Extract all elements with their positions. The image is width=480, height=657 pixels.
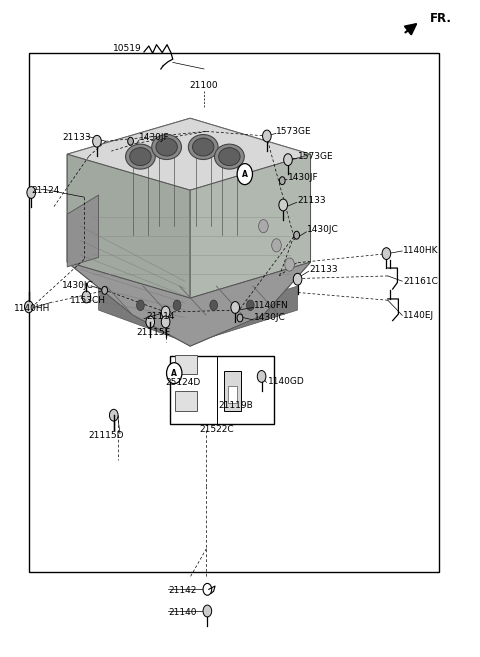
Bar: [175, 355, 197, 374]
Polygon shape: [67, 195, 98, 267]
Polygon shape: [190, 154, 311, 298]
Polygon shape: [67, 154, 190, 298]
Text: 21161C: 21161C: [403, 277, 438, 286]
Text: A: A: [171, 369, 177, 378]
Circle shape: [272, 238, 281, 252]
Ellipse shape: [130, 148, 151, 166]
Circle shape: [263, 130, 271, 142]
Text: 1140HH: 1140HH: [14, 304, 51, 313]
Text: A: A: [242, 170, 248, 179]
Polygon shape: [67, 262, 311, 346]
Ellipse shape: [126, 144, 156, 169]
Text: 1153CH: 1153CH: [70, 296, 106, 306]
Text: 1140EJ: 1140EJ: [403, 311, 434, 320]
Text: 1140GD: 1140GD: [268, 376, 305, 386]
Bar: [224, 371, 241, 411]
Circle shape: [279, 199, 288, 211]
Bar: [175, 391, 197, 411]
Text: 1573GE: 1573GE: [276, 127, 312, 136]
Polygon shape: [98, 286, 298, 344]
Text: 1430JF: 1430JF: [288, 173, 319, 182]
Circle shape: [237, 164, 252, 185]
Text: 21115E: 21115E: [137, 328, 171, 337]
Circle shape: [109, 409, 118, 421]
Circle shape: [247, 300, 254, 311]
Circle shape: [137, 300, 144, 311]
Text: 21124: 21124: [31, 186, 60, 195]
Text: 21119B: 21119B: [218, 401, 253, 410]
Text: 1573GE: 1573GE: [298, 152, 333, 161]
Circle shape: [24, 301, 33, 313]
Circle shape: [284, 154, 292, 166]
Text: 21114: 21114: [146, 312, 175, 321]
Circle shape: [203, 605, 212, 617]
Text: 1430JC: 1430JC: [62, 281, 94, 290]
Bar: [29, 53, 439, 572]
Text: 1430JF: 1430JF: [139, 133, 170, 143]
Ellipse shape: [152, 135, 181, 160]
Circle shape: [293, 273, 302, 285]
Circle shape: [146, 316, 155, 328]
Text: 1430JC: 1430JC: [254, 313, 286, 323]
Polygon shape: [67, 118, 311, 346]
Ellipse shape: [156, 138, 177, 156]
Circle shape: [203, 583, 212, 595]
Circle shape: [173, 300, 181, 311]
Text: 21115D: 21115D: [89, 431, 124, 440]
Circle shape: [259, 219, 268, 233]
Text: FR.: FR.: [430, 12, 452, 25]
Text: 21133: 21133: [298, 196, 326, 205]
Circle shape: [82, 291, 91, 303]
Bar: [170, 356, 274, 424]
Circle shape: [102, 286, 108, 294]
Text: 25124D: 25124D: [166, 378, 201, 387]
Circle shape: [382, 248, 391, 260]
Circle shape: [294, 231, 300, 239]
Bar: [228, 386, 237, 403]
Text: 10519: 10519: [113, 44, 142, 53]
Ellipse shape: [219, 148, 240, 166]
Circle shape: [231, 302, 240, 313]
Text: 21133: 21133: [62, 133, 91, 143]
Ellipse shape: [215, 144, 244, 169]
Circle shape: [128, 137, 133, 145]
Circle shape: [161, 306, 170, 318]
Text: 21142: 21142: [168, 586, 196, 595]
Circle shape: [279, 177, 285, 185]
Ellipse shape: [192, 138, 214, 156]
Text: 21100: 21100: [190, 81, 218, 90]
Text: 1140HK: 1140HK: [403, 246, 439, 256]
Circle shape: [161, 316, 170, 328]
Circle shape: [257, 371, 266, 382]
Circle shape: [210, 300, 217, 311]
Circle shape: [167, 363, 182, 384]
Ellipse shape: [188, 135, 218, 160]
Circle shape: [27, 187, 36, 198]
Circle shape: [93, 135, 101, 147]
Text: 21140: 21140: [168, 608, 196, 617]
Text: 21522C: 21522C: [199, 424, 234, 434]
Text: 21133: 21133: [310, 265, 338, 274]
Text: 1430JC: 1430JC: [307, 225, 339, 235]
Text: 1140FN: 1140FN: [254, 301, 289, 310]
Circle shape: [237, 314, 243, 322]
Circle shape: [285, 258, 294, 271]
Polygon shape: [67, 118, 311, 191]
